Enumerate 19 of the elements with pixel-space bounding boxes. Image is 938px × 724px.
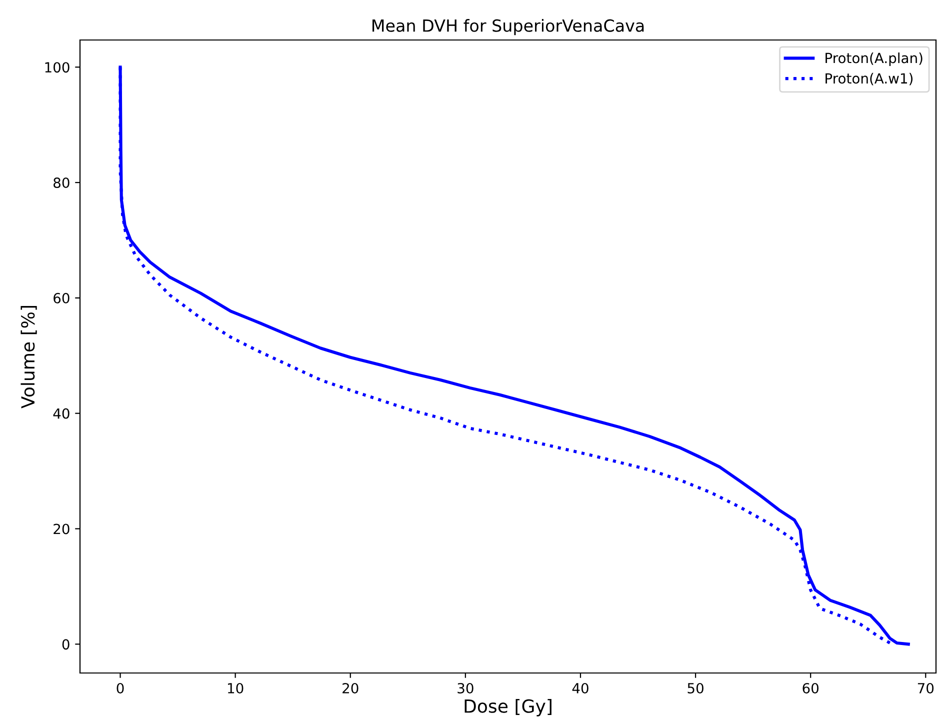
y-tick-label: 60 bbox=[54, 292, 70, 304]
x-tick-label: 70 bbox=[918, 682, 934, 694]
x-tick-label: 0 bbox=[116, 682, 124, 694]
x-tick-label: 60 bbox=[802, 682, 819, 694]
legend-label: Proton(A.w1) bbox=[826, 72, 913, 86]
y-tick-label: 40 bbox=[53, 408, 70, 419]
x-tick-label: 20 bbox=[342, 682, 358, 694]
x-axis-title: Dose [Gy] bbox=[464, 698, 552, 716]
chart-title: Mean DVH for SuperiorVenaCava bbox=[372, 19, 644, 36]
x-tick-label: 30 bbox=[458, 682, 474, 694]
x-tick-label: 40 bbox=[572, 682, 588, 694]
y-tick-label: 0 bbox=[62, 639, 70, 650]
y-tick-label: 20 bbox=[54, 524, 70, 534]
legend-label: Proton(A.plan) bbox=[826, 52, 922, 66]
y-axis-title: Volume [%] bbox=[20, 306, 37, 408]
y-tick-label: 100 bbox=[45, 62, 70, 73]
x-tick-label: 10 bbox=[228, 682, 244, 694]
x-tick-label: 50 bbox=[688, 682, 704, 694]
y-tick-label: 80 bbox=[54, 177, 70, 188]
